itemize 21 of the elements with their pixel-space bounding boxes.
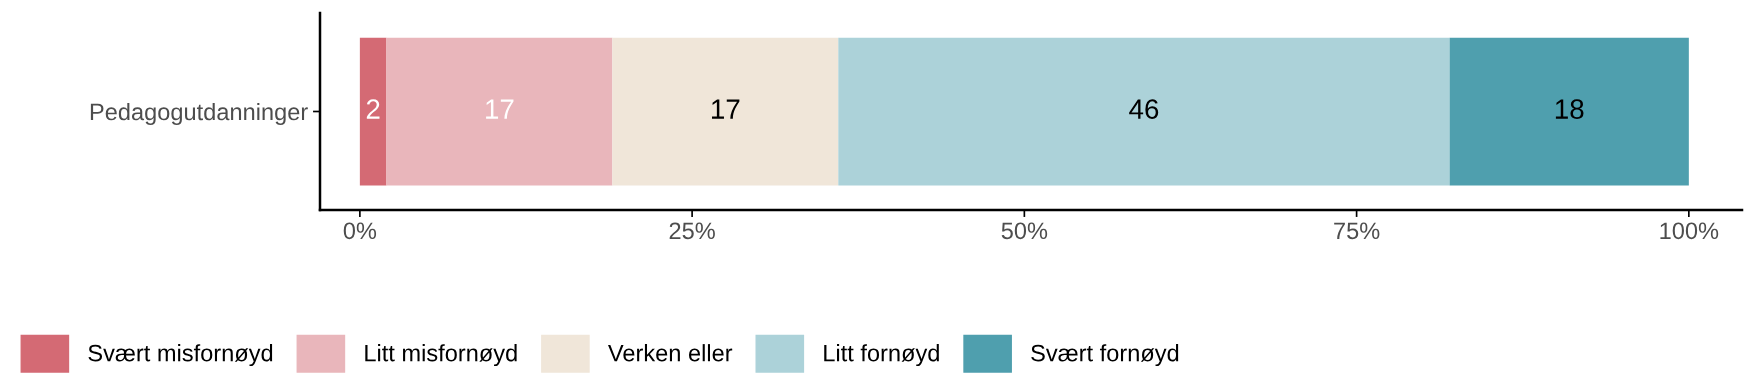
data-label: 2 — [366, 99, 380, 119]
bar — [359, 37, 387, 186]
x-tick-label: 50% — [1001, 222, 1048, 240]
bar — [838, 37, 1450, 186]
legend-label: Svært misfornøyd — [88, 344, 273, 367]
legend-label: Litt misfornøyd — [365, 344, 517, 367]
bar — [612, 37, 839, 186]
data-label: 17 — [486, 99, 514, 119]
data-label: 18 — [1555, 99, 1584, 119]
legend-label: Verken eller — [608, 344, 733, 362]
legend-label: Litt fornøyd — [824, 344, 939, 367]
x-tick-label: 25% — [669, 222, 715, 240]
bar — [1449, 37, 1689, 186]
x-tick-label: 75% — [1334, 222, 1380, 240]
y-tick-label: Pedagogutdanninger — [90, 102, 308, 125]
data-label: 17 — [712, 99, 740, 119]
legend-label: Svært fornøyd — [1031, 344, 1179, 367]
x-tick-label: 100% — [1660, 222, 1719, 240]
data-label: 46 — [1129, 99, 1159, 119]
x-tick-label: 0% — [343, 222, 377, 240]
bar — [386, 37, 613, 186]
